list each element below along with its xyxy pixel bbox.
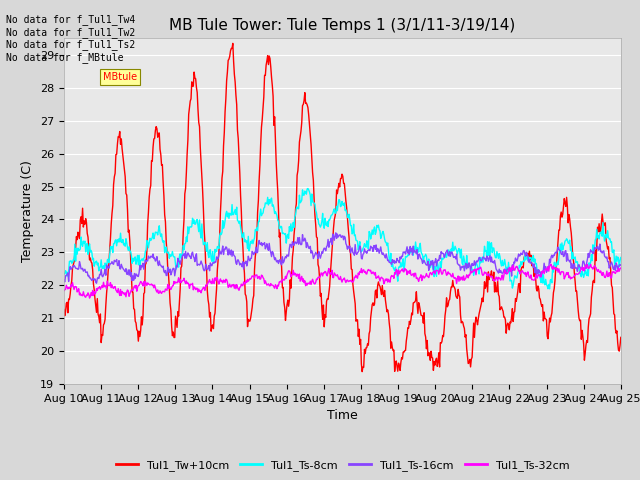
Text: MBtule: MBtule xyxy=(103,72,137,82)
Text: No data for f_Tul1_Tw4
No data for f_Tul1_Tw2
No data for f_Tul1_Ts2
No data for: No data for f_Tul1_Tw4 No data for f_Tul… xyxy=(6,14,136,63)
X-axis label: Time: Time xyxy=(327,409,358,422)
Legend: Tul1_Tw+10cm, Tul1_Ts-8cm, Tul1_Ts-16cm, Tul1_Ts-32cm: Tul1_Tw+10cm, Tul1_Ts-8cm, Tul1_Ts-16cm,… xyxy=(111,456,573,475)
Y-axis label: Temperature (C): Temperature (C) xyxy=(22,160,35,262)
Title: MB Tule Tower: Tule Temps 1 (3/1/11-3/19/14): MB Tule Tower: Tule Temps 1 (3/1/11-3/19… xyxy=(169,18,516,33)
